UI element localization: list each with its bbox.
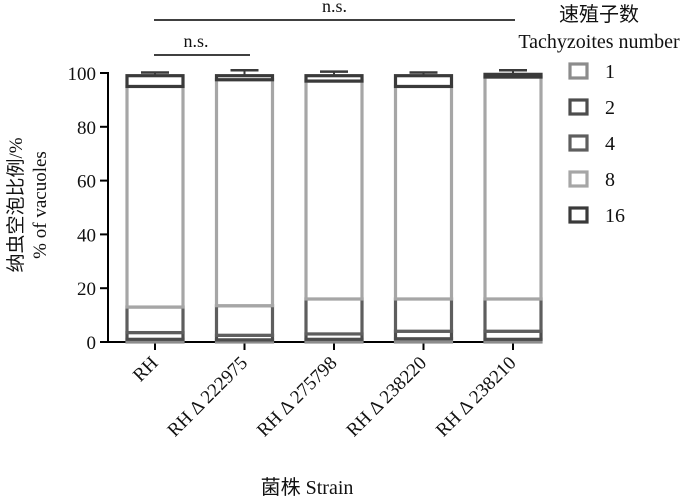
legend-label: 2 — [605, 97, 615, 119]
x-axis-title: 菌株 Strain — [261, 476, 354, 499]
y-axis-title-en: % of vacuoles — [30, 151, 51, 259]
bar-segment — [304, 297, 364, 336]
legend-label: 8 — [605, 169, 615, 191]
significance-annotations: n.s. n.s. — [154, 0, 515, 56]
y-axis: 0 20 40 60 80 100 — [68, 64, 109, 354]
x-tick-label: RH Δ 238220 — [343, 353, 431, 441]
legend-title-en: Tachyzoites number — [518, 31, 680, 53]
legend-swatch — [568, 98, 589, 116]
bar-segment — [483, 75, 543, 301]
legend: 1 2 4 8 16 — [568, 61, 625, 227]
y-tick-label: 40 — [77, 225, 96, 246]
legend-title-cn: 速殖子数 — [559, 3, 639, 26]
bar-segment — [214, 78, 275, 308]
y-tick-label: 60 — [77, 172, 96, 193]
x-tick-label: RH Δ 222975 — [164, 353, 252, 441]
bar-segment — [125, 305, 185, 335]
legend-swatch — [568, 62, 589, 80]
x-tick-label: RH — [129, 352, 163, 386]
bars — [125, 69, 543, 344]
bar-segment — [304, 79, 364, 301]
x-tick-label: RH Δ 275798 — [253, 353, 341, 441]
legend-label: 4 — [605, 133, 615, 155]
legend-label: 1 — [605, 61, 615, 83]
bar-segment — [393, 297, 454, 333]
significance-label: n.s. — [183, 31, 208, 51]
significance-label: n.s. — [322, 0, 347, 16]
x-tick-label: RH Δ 238210 — [432, 353, 520, 441]
y-tick-label: 0 — [87, 333, 97, 354]
bar-segment — [393, 74, 454, 89]
y-axis-title-cn: 纳虫空泡比例/% — [5, 137, 27, 272]
bar-segment — [214, 74, 275, 82]
y-tick-label: 80 — [77, 118, 96, 139]
bar-segment — [125, 84, 185, 309]
bar-segment — [304, 74, 364, 83]
legend-swatch — [568, 206, 589, 224]
legend-label: 16 — [605, 205, 625, 227]
bar-segment — [483, 72, 543, 79]
x-axis: RH RH Δ 222975 RH Δ 275798 RH Δ 238220 RH Δ … — [108, 341, 540, 441]
bar-segment — [125, 74, 185, 89]
bar-segment — [214, 304, 275, 337]
legend-swatch — [568, 134, 589, 152]
y-tick-label: 100 — [68, 64, 97, 85]
bar-segment — [483, 297, 543, 333]
bar-segment — [393, 84, 454, 301]
legend-swatch — [568, 170, 589, 188]
y-tick-label: 20 — [77, 279, 96, 300]
